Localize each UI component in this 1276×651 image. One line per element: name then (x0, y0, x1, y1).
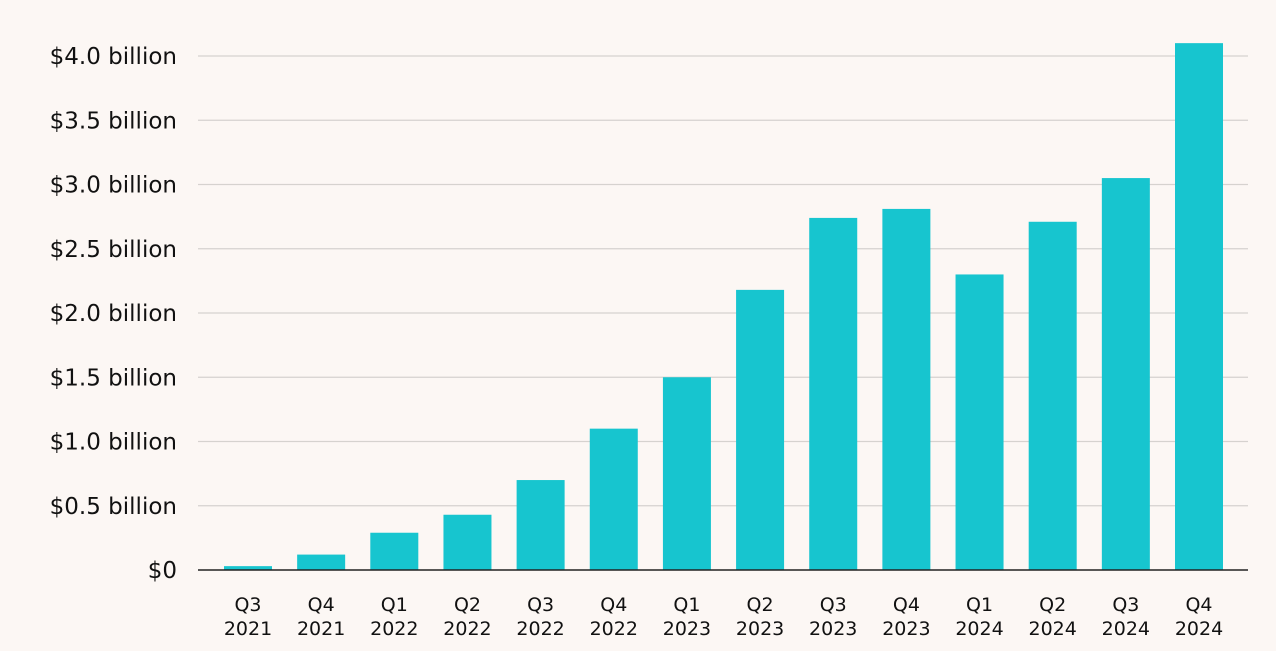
y-tick-label: $2.0 billion (50, 301, 177, 327)
y-tick-label: $0.5 billion (50, 494, 177, 520)
x-tick-label-quarter: Q4 (308, 594, 335, 616)
x-tick-label-quarter: Q2 (747, 594, 774, 616)
x-tick-label-year: 2024 (1175, 618, 1223, 640)
y-tick-label: $1.0 billion (50, 430, 177, 456)
x-tick-label-year: 2023 (736, 618, 784, 640)
x-tick-label-year: 2022 (370, 618, 418, 640)
x-tick-label-quarter: Q3 (234, 594, 261, 616)
x-tick-label-quarter: Q1 (966, 594, 993, 616)
y-tick-label: $0 (148, 558, 177, 584)
x-tick-label-quarter: Q1 (381, 594, 408, 616)
bar (736, 289, 785, 570)
x-axis-category-labels: Q32021Q42021Q12022Q22022Q32022Q42022Q120… (224, 594, 1223, 640)
x-tick-label-quarter: Q4 (600, 594, 627, 616)
bar (1101, 178, 1150, 570)
bar (297, 554, 346, 570)
x-tick-label-quarter: Q4 (893, 594, 920, 616)
bar (443, 514, 492, 570)
bar (589, 428, 638, 570)
x-tick-label-year: 2022 (443, 618, 491, 640)
y-axis-tick-labels: $0 $0.5 billion $1.0 billion $1.5 billion $2… (50, 44, 177, 584)
bar (516, 480, 565, 570)
x-tick-label-year: 2024 (1029, 618, 1077, 640)
bar (1175, 43, 1223, 570)
x-tick-label-quarter: Q4 (1185, 594, 1212, 616)
x-tick-label-year: 2024 (955, 618, 1003, 640)
x-tick-label-year: 2023 (663, 618, 711, 640)
x-tick-label-year: 2021 (224, 618, 272, 640)
gridlines (198, 55, 1248, 507)
x-tick-label-year: 2023 (809, 618, 857, 640)
x-tick-label-quarter: Q2 (454, 594, 481, 616)
y-tick-label: $2.5 billion (50, 237, 177, 263)
x-tick-label-quarter: Q3 (527, 594, 554, 616)
bar (955, 274, 1004, 570)
x-tick-label-year: 2024 (1102, 618, 1150, 640)
x-tick-label-year: 2022 (590, 618, 638, 640)
bars (224, 43, 1223, 571)
y-tick-label: $1.5 billion (50, 365, 177, 391)
x-tick-label-year: 2022 (516, 618, 564, 640)
x-tick-label-quarter: Q3 (1112, 594, 1139, 616)
x-tick-label-quarter: Q2 (1039, 594, 1066, 616)
y-tick-label: $3.5 billion (50, 108, 177, 134)
bar (662, 377, 711, 570)
x-tick-label-year: 2023 (882, 618, 930, 640)
x-tick-label-quarter: Q1 (673, 594, 700, 616)
bar (882, 208, 931, 571)
bar (224, 566, 272, 570)
x-tick-label-quarter: Q3 (820, 594, 847, 616)
x-tick-label-year: 2021 (297, 618, 345, 640)
y-tick-label: $4.0 billion (50, 44, 177, 70)
y-tick-label: $3.0 billion (50, 173, 177, 199)
bar (809, 217, 858, 570)
bar (1028, 221, 1077, 570)
bar (370, 532, 419, 570)
